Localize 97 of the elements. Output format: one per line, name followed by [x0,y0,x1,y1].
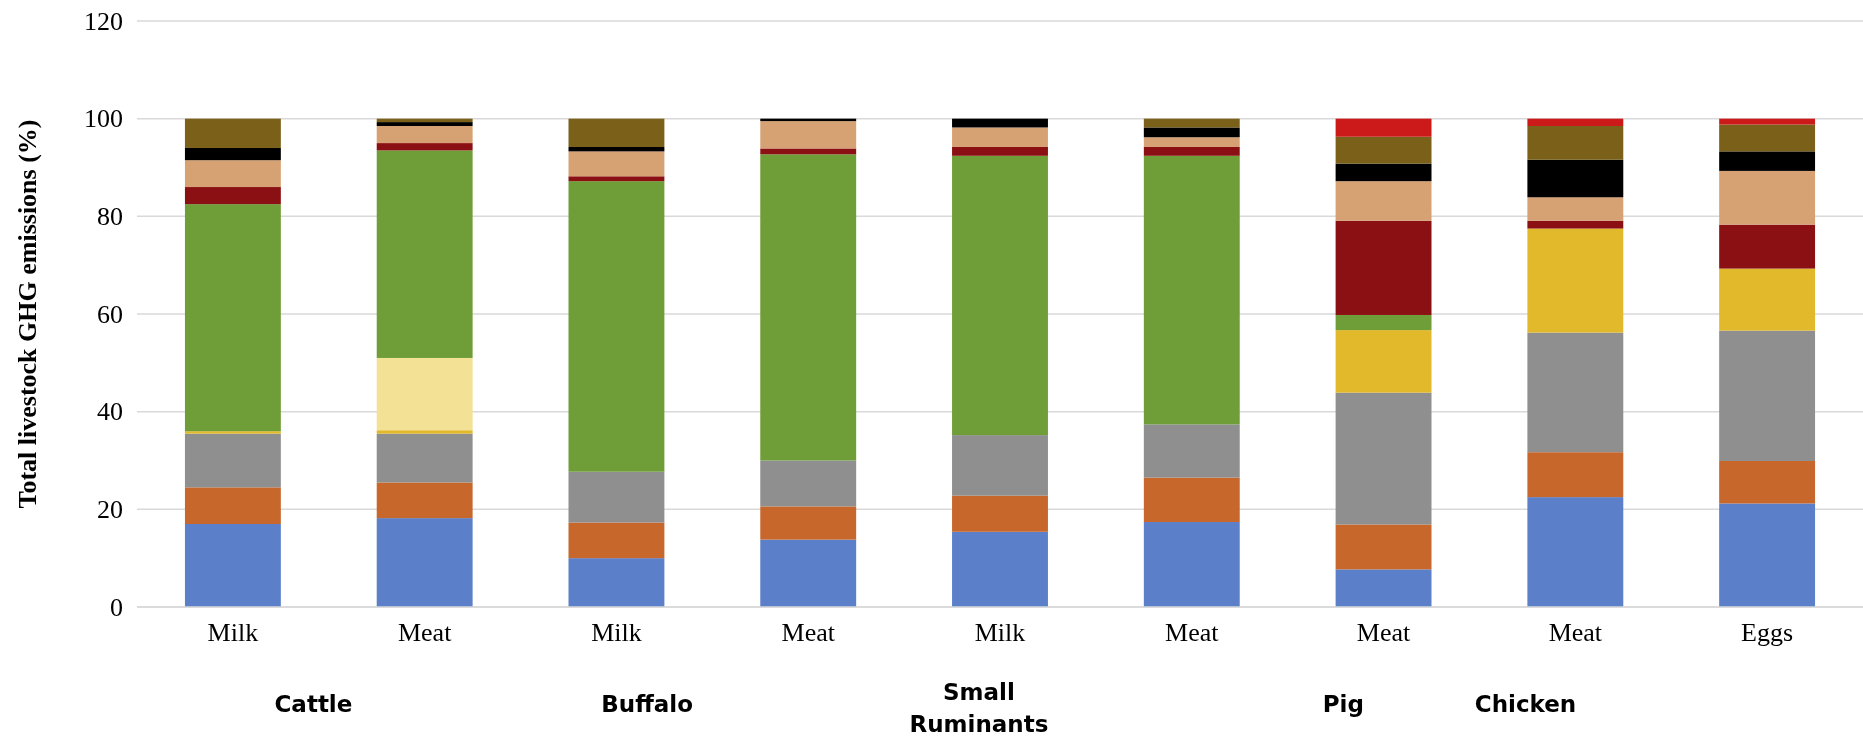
bar [184,187,281,205]
bar [568,118,665,147]
bar [1527,228,1624,333]
bar [952,531,1048,607]
bar [1335,330,1432,393]
x-tick-label: Meat [781,618,836,648]
bar [760,539,857,607]
y-tick-label: 20 [97,495,123,525]
bar [184,204,281,432]
y-tick-label: 100 [84,104,123,134]
bar [184,118,281,148]
text: Buffalo [601,691,693,717]
bar [1527,497,1624,607]
bar [1527,159,1624,198]
bar [1143,424,1240,478]
text: Cattle [274,691,353,717]
bar [376,125,473,144]
bar [184,433,281,488]
bar [1719,330,1816,461]
bar [376,357,473,431]
bar [1527,452,1624,498]
bar [184,160,281,188]
bar [952,155,1048,436]
bar [1143,118,1240,128]
bar [376,433,473,483]
bar [952,127,1048,147]
x-tick-label: Meat [1356,618,1412,648]
text: Small Ruminants [909,679,1049,737]
x-tick-label: Milk [207,618,259,648]
bar [1719,460,1816,504]
bar [376,143,473,151]
bar [1143,137,1240,147]
bar [184,431,281,434]
bar [568,146,665,152]
bar [1527,118,1624,126]
bar [1335,524,1432,570]
text: Chicken [1474,691,1577,717]
bar [1527,332,1624,453]
bar [1719,268,1816,331]
bar [568,176,665,182]
bar [568,181,665,472]
bar [1527,125,1624,160]
bar [568,558,665,607]
bar [952,146,1048,156]
x-tick-label: Eggs [1741,618,1794,648]
x-tick-label: Meat [1165,618,1220,648]
bar [1335,314,1432,331]
x-tick-label: Meat [1548,618,1603,648]
y-axis-title: Total livestock GHG emissions (%) [13,119,42,509]
bar [568,471,665,523]
bar [952,435,1048,496]
text: Pig [1322,691,1364,717]
bar [760,460,857,507]
bar [1719,503,1816,607]
bar [1335,163,1432,182]
bar [760,154,857,461]
bar [1335,569,1432,607]
bar [184,523,281,607]
bar [184,147,281,161]
bar [568,522,665,559]
bar [1719,151,1816,171]
x-tick-label: Meat [397,618,453,648]
bar [1335,220,1432,315]
bar [1719,124,1816,152]
y-tick-label: 0 [110,592,123,622]
bar [1335,136,1432,164]
bar [1143,522,1240,607]
bar [568,151,665,177]
x-tick-label: Milk [591,618,642,648]
bar [1527,220,1624,229]
y-tick-label: 120 [84,6,123,36]
y-tick-label: 60 [97,299,123,329]
bar [760,121,857,149]
bar [376,122,473,126]
bar [1719,170,1816,225]
bar [1143,477,1240,523]
bar [952,118,1048,128]
x-tick-label: Milk [974,618,1026,648]
bar [376,482,473,519]
bar [1335,118,1432,137]
bar [1719,118,1816,125]
bar [1719,224,1816,269]
bar [1335,392,1432,525]
y-tick-label: 80 [97,202,123,232]
bar [1335,181,1432,221]
bar [1143,155,1240,425]
bar [1143,127,1240,138]
bar [376,150,473,358]
y-tick-label: 40 [97,397,123,427]
bar [952,495,1048,532]
bar [1527,197,1624,221]
bar [760,506,857,540]
bar [376,518,473,607]
bar [184,487,281,524]
bar [376,430,473,434]
bar [1143,146,1240,156]
bar [760,148,857,155]
